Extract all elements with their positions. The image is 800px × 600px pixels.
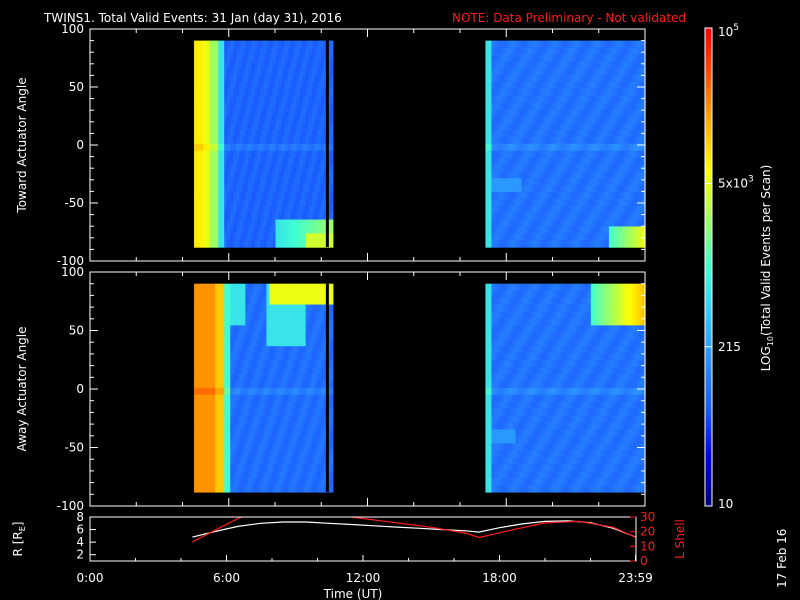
colorbar-tick-label: 5x103 <box>718 174 754 190</box>
heatmap-block <box>194 283 334 493</box>
y-tick-label: 0 <box>76 138 84 152</box>
data-gap <box>325 283 329 492</box>
y-axis-label: Toward Actuator Angle <box>15 77 29 213</box>
away-panel: 100 50 0 -50 -100 Away Actuator Angle <box>15 265 646 513</box>
colorbar-gradient <box>705 28 712 506</box>
left-y-tick-label: 8 <box>76 510 84 524</box>
left-y-tick-label: 6 <box>76 523 84 537</box>
x-tick-label: 18:00 <box>482 571 517 585</box>
left-y-tick-label: 2 <box>76 548 84 562</box>
left-y-tick-label: 4 <box>76 535 84 549</box>
x-tick-label: 23:59 <box>618 571 653 585</box>
x-tick-label: 0:00 <box>77 571 104 585</box>
right-y-tick-label: 20 <box>640 525 655 539</box>
right-y-tick-label: 30 <box>640 510 655 524</box>
data-gap <box>325 40 329 248</box>
heatmap-block <box>485 40 646 248</box>
right-y-tick-label: 0 <box>640 554 648 568</box>
toward-panel: 100 50 0 -50 -100 Toward Actuator Angle <box>15 22 646 268</box>
y-tick-label: -50 <box>64 196 84 210</box>
chart-title: TWINS1. Total Valid Events: 31 Jan (day … <box>43 11 342 25</box>
orbit-right-label: L Shell <box>673 519 687 559</box>
orbit-frame <box>89 516 637 562</box>
orbit-series-line <box>192 517 244 543</box>
y-axis-label: Away Actuator Angle <box>15 326 29 451</box>
date-stamp: 17 Feb 16 <box>775 529 789 588</box>
y-tick-label: -50 <box>64 441 84 455</box>
orbit-series-line <box>347 517 636 539</box>
preliminary-note: NOTE: Data Preliminary - Not validated <box>452 11 686 25</box>
y-tick-label: -100 <box>57 499 84 513</box>
y-tick-label: -100 <box>57 254 84 268</box>
heatmap-block <box>194 40 334 248</box>
orbit-series-line <box>192 520 636 538</box>
colorbar-tick-label: 215 <box>718 340 741 354</box>
colorbar-label: LOG10(Total Valid Events per Scan) <box>759 165 775 372</box>
y-tick-label: 50 <box>69 80 84 94</box>
heatmap-block <box>485 283 646 493</box>
y-tick-label: 50 <box>69 324 84 338</box>
orbit-left-label: R [RE] <box>11 522 27 557</box>
right-y-tick-label: 10 <box>640 539 655 553</box>
y-tick-label: 100 <box>61 22 84 36</box>
y-tick-label: 0 <box>76 382 84 396</box>
x-tick-label: 12:00 <box>346 571 381 585</box>
colorbar: 105 5x103 215 10 LOG10(Total Valid Events pe… <box>704 23 775 511</box>
colorbar-tick-label: 105 <box>718 23 739 39</box>
x-tick-label: 6:00 <box>213 571 240 585</box>
y-tick-label: 100 <box>61 265 84 279</box>
x-axis-label: Time (UT) <box>323 587 383 600</box>
colorbar-tick-label: 10 <box>718 497 733 511</box>
